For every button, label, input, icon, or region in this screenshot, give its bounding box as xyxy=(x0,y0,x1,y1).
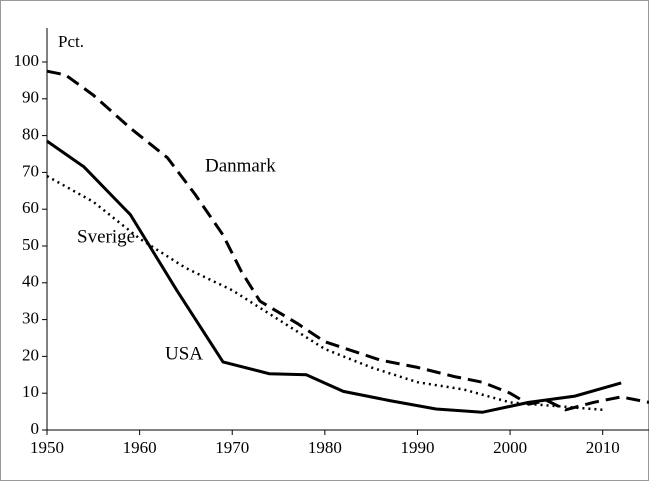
x-tick-label: 1950 xyxy=(30,438,64,457)
series-line xyxy=(46,69,649,412)
y-tick-label: 70 xyxy=(22,161,39,180)
y-tick-label: 10 xyxy=(22,382,39,401)
y-tick-label: 100 xyxy=(14,51,40,70)
y-tick-label: 80 xyxy=(22,125,39,144)
y-tick-label: 40 xyxy=(22,272,39,291)
series-label: USA xyxy=(165,343,203,364)
y-tick-label: 60 xyxy=(22,198,39,217)
x-tick-label: 2000 xyxy=(493,438,527,457)
series-line xyxy=(46,175,603,412)
series-line xyxy=(46,139,622,414)
y-tick-label: 20 xyxy=(22,345,39,364)
y-tick-label: 90 xyxy=(22,88,39,107)
y-tick-label: 30 xyxy=(22,309,39,328)
series-label: Sverige xyxy=(77,226,135,247)
x-tick-label: 1970 xyxy=(215,438,249,457)
x-tick-label: 1990 xyxy=(400,438,434,457)
series-label: Danmark xyxy=(205,155,276,176)
x-tick-label: 2010 xyxy=(586,438,620,457)
y-tick-label: 0 xyxy=(31,419,40,438)
x-tick-label: 1980 xyxy=(308,438,342,457)
y-tick-label: 50 xyxy=(22,235,39,254)
y-unit-label: Pct. xyxy=(58,32,84,51)
x-tick-label: 1960 xyxy=(123,438,157,457)
